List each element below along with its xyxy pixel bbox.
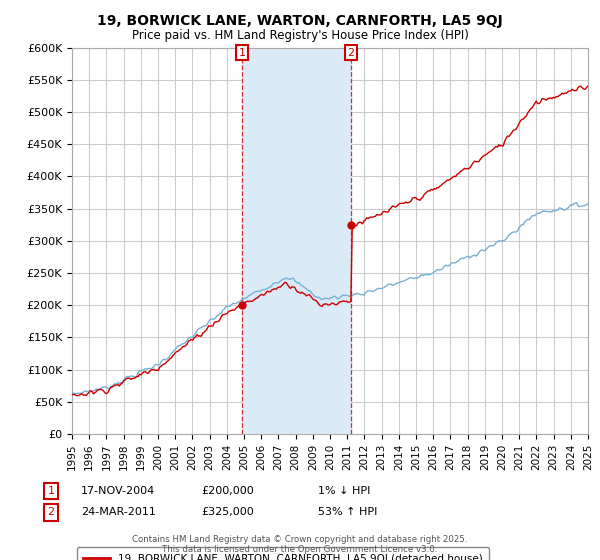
Text: 53% ↑ HPI: 53% ↑ HPI (318, 507, 377, 517)
Bar (242, 48, 351, 434)
Text: 24-MAR-2011: 24-MAR-2011 (81, 507, 156, 517)
Text: £325,000: £325,000 (201, 507, 254, 517)
Text: Contains HM Land Registry data © Crown copyright and database right 2025.
This d: Contains HM Land Registry data © Crown c… (132, 535, 468, 554)
Text: 19, BORWICK LANE, WARTON, CARNFORTH, LA5 9QJ: 19, BORWICK LANE, WARTON, CARNFORTH, LA5… (97, 14, 503, 28)
Text: £200,000: £200,000 (201, 486, 254, 496)
Text: 2: 2 (347, 48, 355, 58)
Text: 1% ↓ HPI: 1% ↓ HPI (318, 486, 370, 496)
Legend: 19, BORWICK LANE, WARTON, CARNFORTH, LA5 9QJ (detached house), HPI: Average pric: 19, BORWICK LANE, WARTON, CARNFORTH, LA5… (77, 548, 489, 560)
Text: Price paid vs. HM Land Registry's House Price Index (HPI): Price paid vs. HM Land Registry's House … (131, 29, 469, 42)
Text: 1: 1 (47, 486, 55, 496)
Text: 1: 1 (238, 48, 245, 58)
Text: 17-NOV-2004: 17-NOV-2004 (81, 486, 155, 496)
Text: 2: 2 (47, 507, 55, 517)
